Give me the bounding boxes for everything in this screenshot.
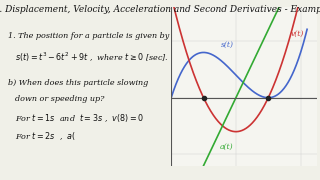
- Text: $s(t) = t^3 - 6t^2 + 9t$ ,  where $t \geq 0$ [sec].: $s(t) = t^3 - 6t^2 + 9t$ , where $t \geq…: [15, 50, 168, 64]
- Text: down or speeding up?: down or speeding up?: [15, 95, 104, 103]
- Text: 1. The position for a particle is given by the position function: 1. The position for a particle is given …: [8, 32, 256, 40]
- Text: For $t = 1s$  and  $t = 3s$ ,  $v(8) = 0$: For $t = 1s$ and $t = 3s$ , $v(8) = 0$: [15, 112, 144, 124]
- Text: b) When does this particle slowing: b) When does this particle slowing: [8, 79, 148, 87]
- Text: 2.3. Displacement, Velocity, Acceleration and Second Derivatives - Examples: 2.3. Displacement, Velocity, Acceleratio…: [0, 5, 320, 14]
- Text: v(t): v(t): [291, 30, 304, 37]
- Text: For $t = 2s$  ,  $a($: For $t = 2s$ , $a($: [15, 130, 76, 142]
- Text: a(t): a(t): [220, 143, 233, 151]
- Text: s(t): s(t): [221, 41, 234, 49]
